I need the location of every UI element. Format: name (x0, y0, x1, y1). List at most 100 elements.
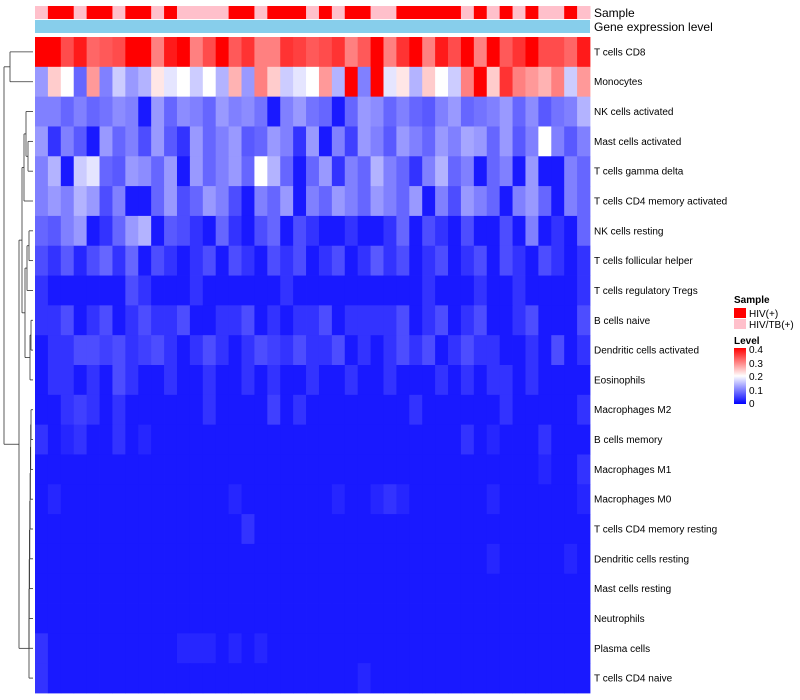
heatmap-cell (86, 126, 100, 157)
heatmap-cell (318, 96, 333, 127)
heatmap-cell (499, 186, 513, 217)
heatmap-cell (267, 633, 281, 664)
heatmap-cell (577, 335, 591, 366)
heatmap-cell (473, 305, 488, 336)
heatmap-cell (525, 305, 539, 336)
heatmap-cell (176, 126, 191, 157)
heatmap-cell (396, 424, 410, 455)
heatmap-cell (473, 96, 488, 127)
heatmap-cell (306, 484, 320, 515)
heatmap-cell (473, 484, 488, 515)
legend-level-tick: 0.2 (749, 372, 763, 383)
heatmap-cell (564, 126, 578, 157)
row-label: Macrophages M2 (594, 405, 672, 416)
heatmap-cell (331, 335, 346, 366)
heatmap-cell (357, 275, 371, 306)
heatmap-cell (215, 275, 230, 306)
heatmap-cell (267, 394, 281, 426)
heatmap-cell (73, 156, 88, 187)
heatmap-cell (564, 484, 578, 515)
heatmap-cell (409, 484, 423, 515)
heatmap-cell (73, 543, 88, 575)
heatmap-cell (228, 365, 242, 396)
heatmap-cell (293, 663, 307, 694)
heatmap-cell (383, 365, 397, 396)
heatmap-cell (112, 245, 126, 276)
heatmap-cell (512, 186, 526, 217)
heatmap-cell (486, 245, 501, 276)
heatmap-cell (164, 215, 178, 247)
heatmap-cell (318, 186, 333, 217)
heatmap-cell (215, 484, 230, 515)
heatmap-cell (370, 543, 384, 575)
heatmap-cell (460, 663, 475, 694)
heatmap-cell (370, 156, 384, 187)
heatmap-cell (228, 275, 242, 306)
heatmap-cell (99, 663, 113, 694)
heatmap-cell (176, 663, 191, 694)
row-label: Eosinophils (594, 375, 645, 386)
heatmap-cell (99, 514, 113, 545)
heatmap-cell (138, 603, 152, 634)
heatmap-cell (86, 633, 100, 664)
legend: Sample HIV(+) HIV/TB(+) Level 0.4 0.3 0.… (734, 295, 794, 410)
heatmap-cell (551, 126, 565, 157)
heatmap-cell (202, 37, 217, 68)
heatmap-cell (486, 96, 501, 127)
heatmap-cell (86, 156, 100, 187)
heatmap-cell (422, 394, 436, 426)
heatmap-cell (138, 245, 152, 276)
heatmap-cell (86, 663, 100, 694)
heatmap-cell (331, 484, 346, 515)
heatmap-cell (473, 573, 488, 604)
heatmap-cell (551, 335, 565, 366)
heatmap-cell (86, 514, 100, 545)
heatmap-cell (189, 37, 204, 68)
heatmap-cell (306, 215, 320, 247)
heatmap-cell (512, 37, 526, 68)
heatmap-cell (383, 394, 397, 426)
heatmap-cell (357, 96, 371, 127)
heatmap-cell (448, 573, 462, 604)
heatmap-cell (293, 186, 307, 217)
heatmap-cell (280, 603, 294, 634)
sample-annotation-cell (538, 6, 552, 19)
heatmap-cell (538, 96, 552, 127)
heatmap-cell (151, 37, 165, 68)
heatmap-cell (370, 245, 384, 276)
heatmap-cell (383, 543, 397, 575)
heatmap-cell (306, 514, 320, 545)
sample-annotation-cell (215, 6, 230, 19)
heatmap-cell (551, 454, 565, 485)
heatmap-cell (577, 365, 591, 396)
heatmap-cell (538, 543, 552, 575)
legend-level-colorbar (734, 348, 746, 404)
row-label: Macrophages M0 (594, 495, 672, 506)
heatmap-cell (512, 66, 526, 98)
sample-annotation-cell (344, 6, 359, 19)
heatmap-cell (164, 305, 178, 336)
heatmap-cell (396, 603, 410, 634)
heatmap-cell (512, 633, 526, 664)
annotation-label-gene-expression: Gene expression level (594, 20, 713, 34)
heatmap-cell (176, 365, 191, 396)
heatmap-cell (318, 305, 333, 336)
heatmap-cell (460, 335, 475, 366)
heatmap-cell (138, 66, 152, 98)
heatmap-cell (35, 394, 49, 426)
sample-annotation-cell (525, 6, 539, 19)
heatmap-cell (525, 543, 539, 575)
heatmap-cell (99, 603, 113, 634)
heatmap-cell (370, 37, 384, 68)
heatmap-cell (293, 424, 307, 455)
heatmap-cell (331, 573, 346, 604)
heatmap-cell (409, 156, 423, 187)
heatmap-cell (486, 394, 501, 426)
heatmap-cell (357, 543, 371, 575)
heatmap-cell (357, 603, 371, 634)
heatmap-cell (318, 424, 333, 455)
heatmap-cell (551, 215, 565, 247)
row-label: Neutrophils (594, 614, 645, 625)
legend-level-tick: 0.4 (749, 345, 763, 356)
heatmap-cell (396, 66, 410, 98)
